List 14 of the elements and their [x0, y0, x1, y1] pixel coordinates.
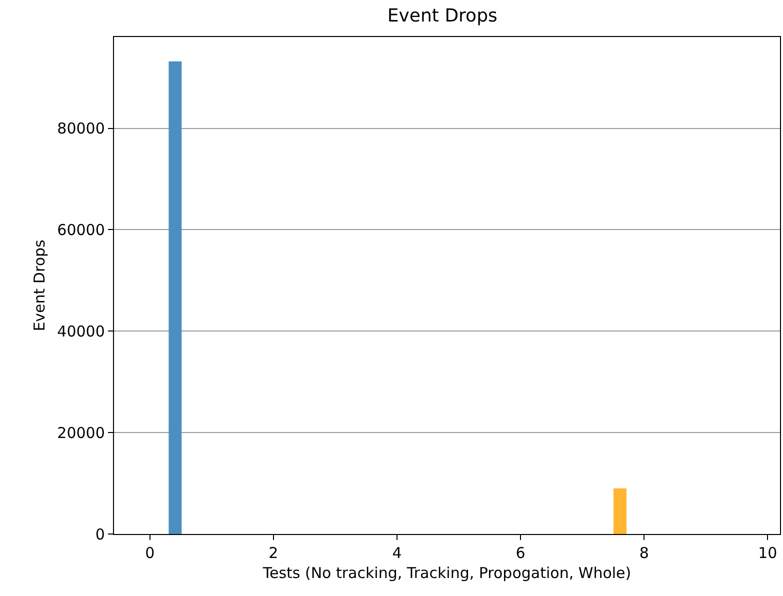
x-axis-title: Tests (No tracking, Tracking, Propogation, Whole)	[262, 564, 632, 582]
x-tick-label: 10	[758, 544, 778, 562]
y-tick-label: 0	[95, 525, 105, 544]
x-tick-label: 4	[392, 544, 402, 562]
x-tick-label: 0	[145, 544, 155, 562]
x-tick-label: 2	[268, 544, 278, 562]
y-tick-label: 20000	[57, 424, 105, 442]
y-tick-label: 40000	[57, 322, 105, 340]
chart-title: Event Drops	[387, 6, 498, 27]
y-tick-label: 60000	[57, 220, 105, 239]
y-tick-label: 80000	[57, 120, 105, 138]
y-axis-title: Event Drops	[30, 239, 48, 332]
x-tick-label: 6	[516, 544, 526, 562]
x-tick-label: 8	[639, 544, 649, 562]
